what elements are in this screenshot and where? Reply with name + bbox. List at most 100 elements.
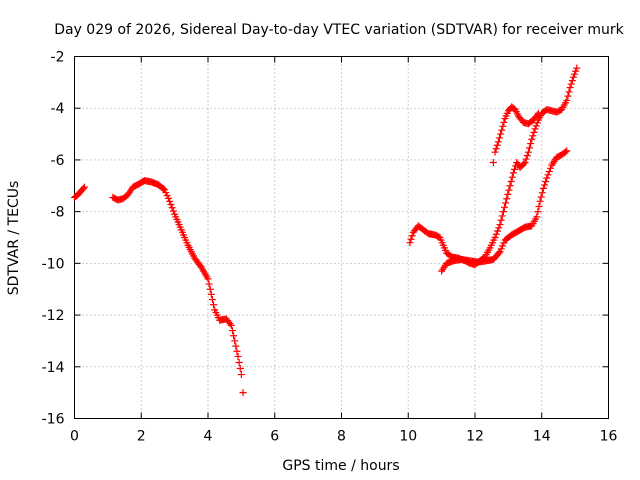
data-point [489, 159, 497, 167]
data-point [498, 126, 506, 134]
y-tick-label: -12 [42, 308, 65, 324]
data-point [541, 181, 549, 189]
data-point [236, 365, 244, 373]
data-point [234, 352, 242, 360]
data-point [544, 171, 552, 179]
x-tick-label: 16 [600, 429, 618, 445]
data-point [509, 169, 517, 177]
data-point [538, 189, 546, 197]
chart-title: Day 029 of 2026, Sidereal Day-to-day VTE… [54, 22, 624, 38]
x-tick-label: 0 [70, 429, 79, 445]
data-point [207, 290, 215, 298]
data-point [233, 347, 241, 355]
data-point [504, 190, 512, 198]
data-point [210, 301, 218, 309]
data-point [81, 183, 89, 191]
x-tick-label: 2 [137, 429, 146, 445]
data-point [507, 177, 515, 185]
data-point [526, 144, 534, 152]
data-point [496, 221, 504, 229]
data-point [408, 232, 416, 240]
data-point [530, 128, 538, 136]
x-tick-label: 12 [466, 429, 484, 445]
data-point [502, 199, 510, 207]
data-point [531, 125, 539, 133]
data-point [495, 134, 503, 142]
data-point [237, 371, 245, 379]
data-point [206, 285, 214, 293]
data-point [537, 193, 545, 201]
data-point [204, 275, 212, 283]
data-point [535, 202, 543, 210]
data-point [522, 155, 530, 163]
data-point [527, 140, 535, 148]
data-point [167, 201, 175, 209]
y-tick-label: -14 [42, 360, 65, 376]
data-point [228, 327, 236, 335]
data-point [492, 145, 500, 153]
data-point [495, 224, 503, 232]
x-tick-label: 6 [270, 429, 279, 445]
data-points [71, 64, 581, 397]
data-point [508, 173, 516, 181]
data-point [564, 92, 572, 100]
data-point [569, 73, 577, 81]
data-point [230, 332, 238, 340]
data-point [208, 296, 216, 304]
y-tick-label: -6 [51, 153, 65, 169]
data-point [506, 182, 514, 190]
data-point [572, 67, 580, 75]
data-point [494, 227, 502, 235]
data-point [495, 249, 503, 257]
grid [74, 56, 609, 419]
x-axis-label: GPS time / hours [282, 458, 399, 474]
data-point [571, 70, 579, 78]
data-point [534, 208, 542, 216]
y-tick-label: -4 [51, 101, 65, 117]
data-point [406, 239, 414, 247]
data-point [500, 118, 508, 126]
data-point [566, 84, 574, 92]
data-point [523, 152, 531, 160]
data-point [168, 204, 176, 212]
y-tick-label: -2 [51, 50, 65, 66]
data-point [491, 148, 499, 156]
data-point [235, 358, 243, 366]
data-point [503, 195, 511, 203]
data-point [500, 203, 508, 211]
data-point [491, 234, 499, 241]
data-point [231, 337, 239, 345]
data-point [497, 216, 505, 224]
axis-ticks: 0 2 4 6 8 10 12 14 16 -16 -14 -12 -10 -8 -6 -4 -2 [42, 50, 618, 445]
data-point [232, 342, 240, 350]
data-point [494, 138, 502, 146]
data-point [547, 164, 555, 172]
data-point [498, 212, 506, 220]
data-point [545, 168, 553, 176]
data-point [520, 160, 528, 168]
data-point [543, 174, 551, 182]
data-point [497, 130, 505, 138]
x-tick-label: 10 [399, 429, 417, 445]
data-point [539, 184, 547, 192]
data-point [493, 141, 501, 149]
data-point [536, 197, 544, 205]
data-point [533, 111, 541, 119]
data-point [542, 177, 550, 185]
data-point [532, 122, 540, 130]
y-tick-label: -10 [42, 256, 65, 272]
data-point [227, 321, 235, 329]
data-point [407, 235, 415, 243]
data-point [534, 109, 542, 117]
data-point [499, 208, 507, 216]
x-tick-label: 8 [337, 429, 346, 445]
data-point [528, 135, 536, 143]
data-point [510, 165, 518, 173]
data-point [505, 186, 513, 194]
x-tick-label: 4 [204, 429, 213, 445]
y-tick-label: -8 [51, 205, 65, 221]
data-point [166, 197, 174, 205]
data-point [521, 159, 529, 167]
data-point [239, 389, 247, 397]
